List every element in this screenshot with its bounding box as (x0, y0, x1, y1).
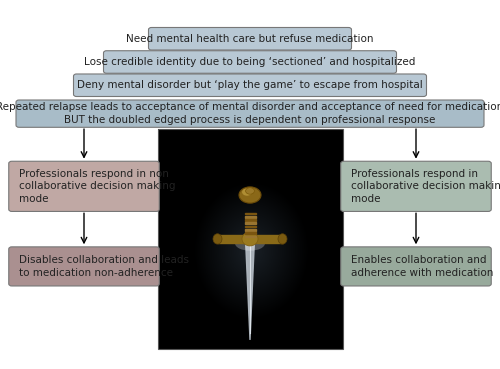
Text: Disables collaboration and leads
to medication non-adherence: Disables collaboration and leads to medi… (20, 255, 189, 277)
Polygon shape (218, 235, 282, 243)
FancyBboxPatch shape (74, 74, 426, 96)
Text: Professionals respond in non
collaborative decision making
mode: Professionals respond in non collaborati… (20, 169, 176, 204)
Circle shape (246, 188, 254, 194)
Polygon shape (244, 219, 256, 221)
FancyBboxPatch shape (104, 51, 397, 73)
Text: Need mental health care but refuse medication: Need mental health care but refuse medic… (126, 34, 374, 44)
Circle shape (239, 187, 261, 203)
Text: Deny mental disorder but ‘play the game’ to escape from hospital: Deny mental disorder but ‘play the game’… (77, 80, 423, 90)
Polygon shape (244, 232, 256, 234)
FancyBboxPatch shape (341, 247, 491, 286)
Text: Enables collaboration and
adherence with medication: Enables collaboration and adherence with… (351, 255, 494, 277)
FancyBboxPatch shape (9, 247, 159, 286)
FancyBboxPatch shape (16, 100, 484, 127)
Polygon shape (244, 223, 256, 224)
FancyBboxPatch shape (148, 28, 352, 50)
Polygon shape (244, 226, 256, 227)
Polygon shape (244, 216, 256, 217)
Ellipse shape (242, 232, 258, 246)
Polygon shape (244, 236, 256, 237)
Polygon shape (246, 239, 254, 340)
Text: Repeated relapse leads to acceptance of mental disorder and acceptance of need f: Repeated relapse leads to acceptance of … (0, 103, 500, 125)
Ellipse shape (278, 234, 287, 244)
Ellipse shape (213, 234, 222, 244)
FancyBboxPatch shape (9, 161, 159, 211)
Text: Lose credible identity due to being ‘sectioned’ and hospitalized: Lose credible identity due to being ‘sec… (84, 57, 415, 67)
Ellipse shape (235, 236, 265, 251)
Text: Professionals respond in
collaborative decision making
mode: Professionals respond in collaborative d… (351, 169, 500, 204)
FancyBboxPatch shape (341, 161, 491, 211)
Polygon shape (244, 229, 256, 231)
Circle shape (242, 189, 252, 196)
Polygon shape (244, 213, 256, 214)
